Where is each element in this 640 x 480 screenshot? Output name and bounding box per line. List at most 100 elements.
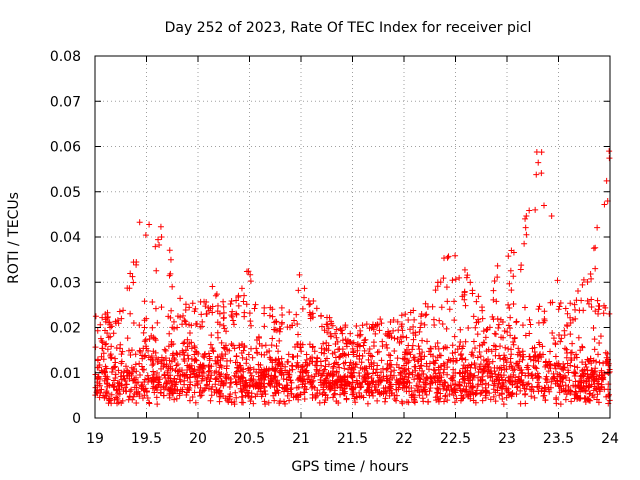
data-point <box>486 360 493 367</box>
data-point <box>165 343 172 350</box>
data-point <box>188 365 195 372</box>
data-point <box>333 369 340 376</box>
data-point <box>271 389 278 396</box>
data-point <box>307 312 314 319</box>
data-point <box>118 376 125 383</box>
data-point <box>536 341 543 348</box>
data-point <box>256 340 263 347</box>
data-point <box>177 314 184 321</box>
data-point <box>303 367 310 374</box>
data-point <box>573 297 580 304</box>
data-point <box>181 317 188 324</box>
data-point <box>491 278 498 285</box>
data-point <box>470 352 477 359</box>
data-point <box>148 352 155 359</box>
data-point <box>361 347 368 354</box>
data-point <box>387 357 394 364</box>
data-point <box>494 384 501 391</box>
data-point <box>380 390 387 397</box>
data-point <box>540 319 547 326</box>
data-point <box>205 350 212 357</box>
data-point <box>204 381 211 388</box>
data-point <box>316 390 323 397</box>
data-point <box>386 330 393 337</box>
data-point <box>541 308 548 315</box>
data-point <box>410 336 417 343</box>
data-point <box>100 392 107 399</box>
data-point <box>432 357 439 364</box>
data-point <box>128 386 135 393</box>
data-point <box>462 338 469 345</box>
data-point <box>526 316 533 323</box>
data-point <box>574 287 581 294</box>
data-point <box>395 377 402 384</box>
data-point <box>307 300 314 307</box>
data-point <box>213 375 220 382</box>
data-point <box>391 392 398 399</box>
data-point <box>479 397 486 404</box>
data-point <box>541 316 548 322</box>
data-point <box>208 363 215 370</box>
data-point <box>510 300 517 307</box>
data-point <box>584 297 591 304</box>
data-point <box>561 332 568 339</box>
data-point <box>170 341 177 348</box>
x-axis-label: GPS time / hours <box>291 459 408 475</box>
data-point <box>273 318 280 325</box>
data-point <box>276 361 283 368</box>
data-point <box>249 354 256 361</box>
data-point <box>145 375 152 382</box>
data-point <box>372 330 379 337</box>
data-point <box>209 283 216 290</box>
data-point <box>268 377 275 384</box>
data-point <box>146 335 153 342</box>
data-point <box>577 373 584 380</box>
data-point <box>556 332 563 339</box>
data-point <box>490 393 497 400</box>
data-point <box>170 355 177 362</box>
data-point <box>426 380 433 387</box>
data-point <box>466 388 473 395</box>
data-point <box>208 332 215 339</box>
data-point <box>456 274 463 281</box>
data-point <box>556 363 563 370</box>
data-point <box>288 362 295 369</box>
data-point <box>594 224 601 231</box>
data-point <box>150 348 157 355</box>
data-point <box>279 319 286 326</box>
x-tick-label: 20.5 <box>234 431 265 447</box>
data-point <box>166 272 173 279</box>
data-point <box>467 380 474 387</box>
data-point <box>255 361 262 368</box>
data-point <box>541 392 548 399</box>
data-point <box>509 381 516 388</box>
data-point <box>113 387 120 394</box>
data-point <box>494 274 501 281</box>
data-point <box>535 388 542 395</box>
data-point <box>452 381 459 388</box>
data-point <box>131 366 138 373</box>
data-point <box>530 362 537 369</box>
data-point <box>461 379 468 386</box>
data-point <box>416 365 423 372</box>
data-point <box>354 332 361 339</box>
data-point <box>165 385 172 392</box>
data-point <box>370 359 377 366</box>
data-point <box>600 374 607 381</box>
data-point <box>533 365 540 372</box>
data-point <box>174 386 181 393</box>
data-point <box>417 383 424 390</box>
data-point <box>309 343 316 350</box>
data-point <box>275 348 282 355</box>
data-point <box>451 317 458 324</box>
data-point <box>226 393 233 400</box>
data-point <box>582 370 589 377</box>
data-point <box>440 385 447 392</box>
data-point <box>519 369 526 376</box>
data-point <box>558 335 565 342</box>
data-point <box>430 316 437 323</box>
data-point <box>408 384 415 391</box>
data-point <box>442 379 449 386</box>
data-point <box>185 363 192 370</box>
data-point <box>472 324 479 331</box>
